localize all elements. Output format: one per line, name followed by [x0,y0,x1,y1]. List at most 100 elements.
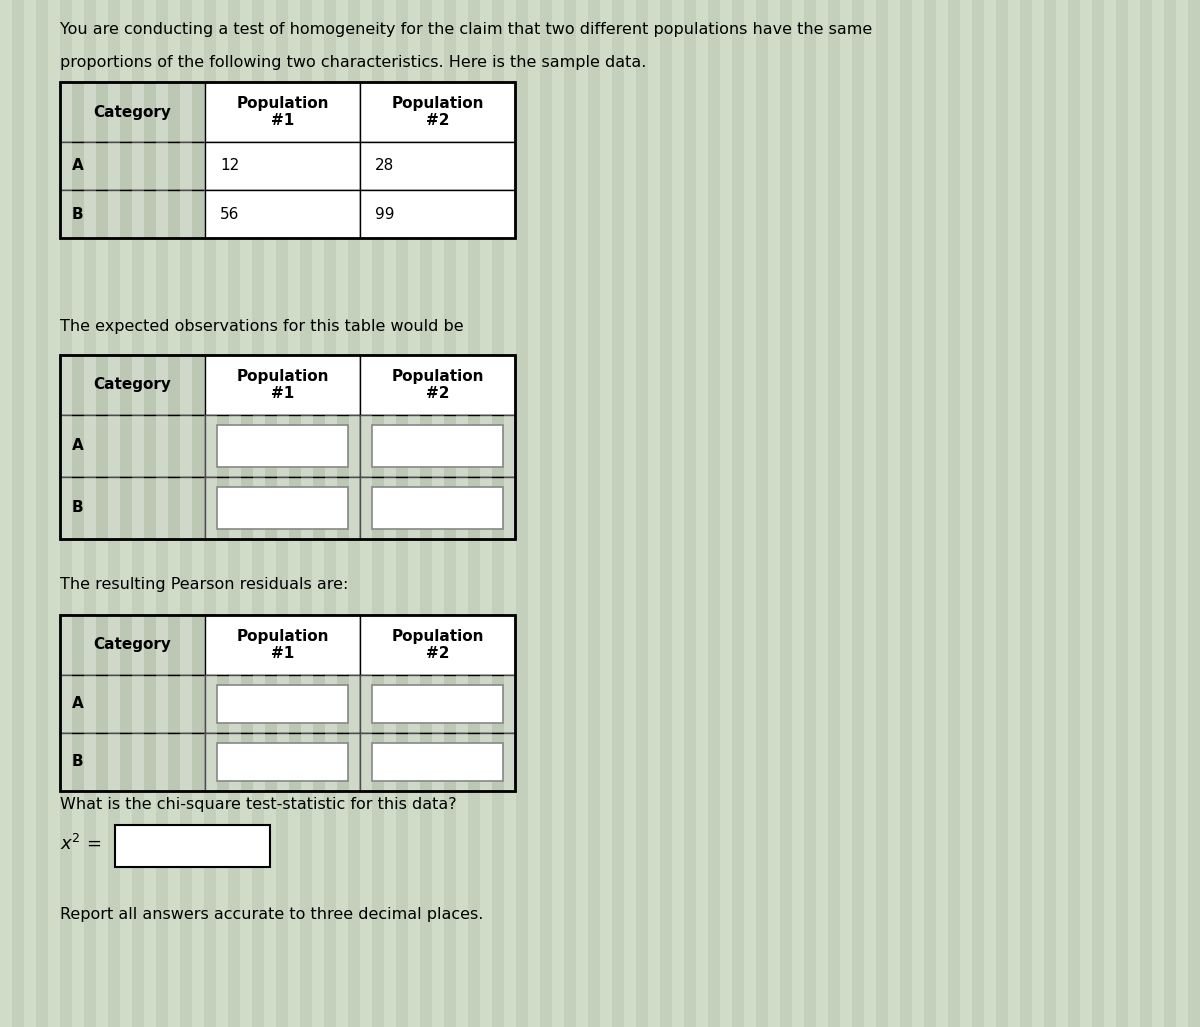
Bar [108,733,120,791]
Text: Population
#2: Population #2 [391,629,484,661]
Bar [229,733,241,791]
Bar [132,355,144,415]
Bar [180,190,192,238]
Bar [936,0,948,1027]
Bar [205,415,217,477]
Bar [84,733,96,791]
Text: B: B [72,755,84,769]
Bar [360,675,372,733]
Bar [288,0,300,1027]
Bar [504,477,516,539]
Bar [24,0,36,1027]
Bar [205,733,217,791]
Bar [205,615,360,675]
Bar [60,675,205,733]
Bar [84,415,96,477]
Bar [84,82,96,142]
Bar [132,82,144,142]
Bar [408,0,420,1027]
Bar [156,415,168,477]
Bar [204,142,216,190]
Text: What is the chi-square test-statistic for this data?: What is the chi-square test-statistic fo… [60,797,457,812]
Bar [180,675,192,733]
Bar [1152,0,1164,1027]
Bar [108,190,120,238]
Text: Population
#1: Population #1 [236,369,329,402]
Bar [360,0,372,1027]
Bar [84,615,96,675]
Bar [277,415,289,477]
Bar [216,0,228,1027]
Bar [84,675,96,733]
Bar [1080,0,1092,1027]
Bar [648,0,660,1027]
Text: Category: Category [94,638,172,652]
Bar [60,355,72,415]
Bar [205,675,217,733]
Bar [180,355,192,415]
Bar [384,675,396,733]
Text: The expected observations for this table would be: The expected observations for this table… [60,319,463,334]
Bar [1104,0,1116,1027]
Bar [204,733,216,791]
Bar [60,82,72,142]
Bar [432,733,444,791]
Text: Population
#2: Population #2 [391,96,484,128]
Bar [325,733,337,791]
Bar [696,0,708,1027]
Bar [301,733,313,791]
Bar [108,355,120,415]
Bar [108,142,120,190]
Bar [504,415,516,477]
Bar [108,415,120,477]
Bar [205,355,360,415]
Text: Population
#2: Population #2 [391,369,484,402]
Bar [205,477,360,539]
Bar [60,415,205,477]
Bar [504,0,516,1027]
Bar [180,477,192,539]
Bar [72,0,84,1027]
Bar [108,82,120,142]
Bar [360,477,515,539]
Bar [360,142,515,190]
Bar [384,733,396,791]
Bar [60,355,205,415]
Bar [132,477,144,539]
Bar [1056,0,1068,1027]
Bar [504,675,516,733]
Bar [156,477,168,539]
Bar [217,685,348,723]
Bar [912,0,924,1027]
Bar [180,82,192,142]
Bar [1008,0,1020,1027]
Text: A: A [72,158,84,174]
Bar [84,355,96,415]
Bar [108,675,120,733]
Bar [217,487,348,529]
Bar [84,190,96,238]
Bar [600,0,612,1027]
Bar [108,615,120,675]
Bar [205,190,360,238]
Bar [360,355,515,415]
Text: Category: Category [94,105,172,119]
Bar [60,142,205,190]
Bar [456,0,468,1027]
Bar [325,675,337,733]
Text: A: A [72,439,84,454]
Bar [672,0,684,1027]
Bar [205,142,360,190]
Bar [132,733,144,791]
Bar [456,733,468,791]
Bar [372,487,503,529]
Bar [480,733,492,791]
Bar [960,0,972,1027]
Text: 12: 12 [220,158,239,174]
Bar [156,675,168,733]
Bar [180,615,192,675]
Bar [744,0,756,1027]
Bar [60,82,205,142]
Bar [480,0,492,1027]
Bar [229,675,241,733]
